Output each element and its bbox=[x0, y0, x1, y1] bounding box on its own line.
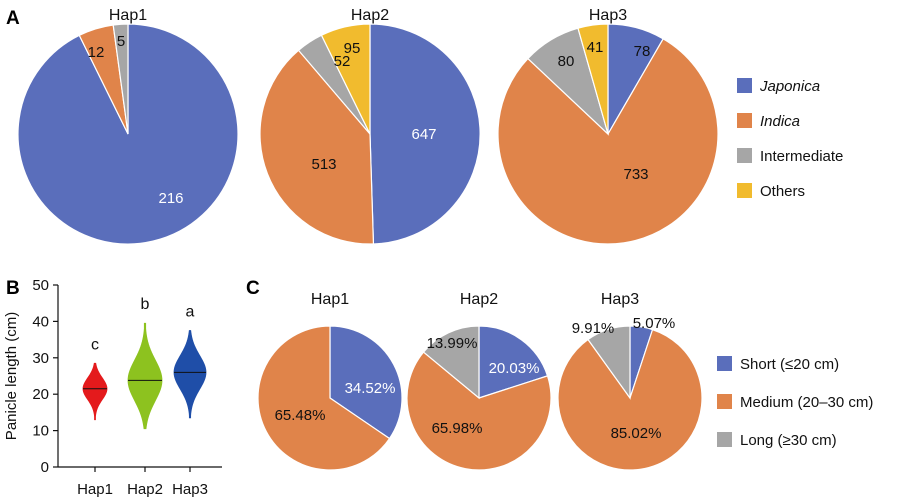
pie-a-3-slice-3 bbox=[577, 23, 609, 135]
pie-a-1-label-2: 5 bbox=[117, 33, 125, 50]
pie-a-2-label-3: 95 bbox=[344, 40, 361, 57]
pie-c-3-label-2: 9.91% bbox=[572, 320, 615, 337]
pie-c-1-slice-1 bbox=[257, 325, 391, 471]
significance-letter-2: b bbox=[141, 296, 150, 313]
pie-c-3: Hap3 5.07% 85.02% 9.91% bbox=[557, 291, 703, 471]
significance-letter-1: c bbox=[91, 336, 99, 353]
pie-a-2-label-1: 513 bbox=[311, 156, 336, 173]
y-tick-label-0: 0 bbox=[41, 459, 49, 476]
legend-c-label-2: Long (≥30 cm) bbox=[740, 432, 837, 449]
pie-c-1-label-1: 65.48% bbox=[275, 407, 326, 424]
panel-a-legend: Japonica Indica Intermediate Others bbox=[737, 78, 843, 200]
pie-a-2-slice-3 bbox=[320, 23, 371, 135]
pie-a-1-slice-2 bbox=[112, 23, 129, 135]
pie-a-3: Hap3 78 733 80 41 bbox=[497, 7, 719, 245]
legend-a-label-0: Japonica bbox=[759, 78, 820, 95]
pie-c-2-title: Hap2 bbox=[460, 291, 498, 308]
y-axis-title: Panicle length (cm) bbox=[3, 312, 20, 440]
legend-a-swatch-3 bbox=[737, 183, 752, 198]
x-tick-label-1: Hap2 bbox=[127, 481, 163, 498]
pie-a-3-label-0: 78 bbox=[634, 43, 651, 60]
pie-c-1: Hap1 34.52% 65.48% bbox=[257, 291, 403, 471]
panel-b-violin-plot: 0 10 20 30 40 50 Panicle length (cm) Hap1 c Hap2 b… bbox=[3, 277, 222, 498]
pie-a-1-title: Hap1 bbox=[109, 7, 147, 24]
legend-a-swatch-2 bbox=[737, 148, 752, 163]
pie-c-3-label-1: 85.02% bbox=[611, 425, 662, 442]
y-tick-label-3: 30 bbox=[32, 350, 49, 367]
pie-a-3-label-3: 41 bbox=[587, 39, 604, 56]
x-tick-label-0: Hap1 bbox=[77, 481, 113, 498]
pie-c-1-slice-0 bbox=[329, 325, 403, 440]
pie-c-2-slice-1 bbox=[406, 351, 552, 471]
panel-label-b: B bbox=[6, 278, 20, 299]
legend-c-swatch-1 bbox=[717, 394, 732, 409]
pie-a-1-label-0: 216 bbox=[158, 190, 183, 207]
panel-label-a: A bbox=[6, 8, 20, 29]
pie-c-3-slice-1 bbox=[557, 328, 703, 471]
pie-a-2-title: Hap2 bbox=[351, 7, 389, 24]
pie-a-2-label-0: 647 bbox=[411, 126, 436, 143]
pie-a-2-slice-0 bbox=[369, 23, 481, 245]
legend-a-label-1: Indica bbox=[760, 113, 800, 130]
legend-c-swatch-0 bbox=[717, 356, 732, 371]
pie-a-3-label-1: 733 bbox=[623, 166, 648, 183]
pie-c-3-label-0: 5.07% bbox=[633, 315, 676, 332]
panel-label-c: C bbox=[246, 278, 260, 299]
pie-a-1-label-1: 12 bbox=[88, 44, 105, 61]
pie-c-1-title: Hap1 bbox=[311, 291, 349, 308]
pie-c-2-label-0: 20.03% bbox=[489, 360, 540, 377]
pie-c-2-slice-2 bbox=[422, 325, 480, 400]
pie-a-3-slice-1 bbox=[497, 38, 719, 245]
y-tick-label-5: 50 bbox=[32, 277, 49, 294]
y-tick-label-2: 20 bbox=[32, 386, 49, 403]
pie-c-3-title: Hap3 bbox=[601, 291, 639, 308]
pie-a-3-title: Hap3 bbox=[589, 7, 627, 24]
pie-a-1: Hap1 216 12 5 bbox=[17, 7, 239, 245]
legend-c-label-1: Medium (20–30 cm) bbox=[740, 394, 873, 411]
legend-a-swatch-1 bbox=[737, 113, 752, 128]
y-tick-label-4: 40 bbox=[32, 313, 49, 330]
legend-a-label-3: Others bbox=[760, 183, 805, 200]
panel-c-legend: Short (≤20 cm) Medium (20–30 cm) Long (≥30… bbox=[717, 356, 873, 449]
x-tick-label-2: Hap3 bbox=[172, 481, 208, 498]
pie-c-1-label-0: 34.52% bbox=[345, 380, 396, 397]
violin-3 bbox=[173, 330, 207, 419]
pie-c-2-slice-0 bbox=[478, 325, 549, 399]
pie-c-3-slice-2 bbox=[587, 325, 631, 400]
violin-2 bbox=[127, 322, 163, 430]
legend-a-label-2: Intermediate bbox=[760, 148, 843, 165]
pie-c-2: Hap2 20.03% 65.98% 13.99% bbox=[406, 291, 552, 471]
significance-letter-3: a bbox=[186, 304, 195, 321]
pie-a-3-label-2: 80 bbox=[558, 53, 575, 70]
y-tick-label-1: 10 bbox=[32, 423, 49, 440]
legend-c-label-0: Short (≤20 cm) bbox=[740, 356, 839, 373]
panel-c-pies: Hap134.52%65.48%Hap220.03%65.98%13.99%Ha… bbox=[257, 291, 703, 471]
pie-a-2-slice-1 bbox=[259, 49, 375, 245]
legend-a-swatch-0 bbox=[737, 78, 752, 93]
pie-c-2-label-2: 13.99% bbox=[427, 335, 478, 352]
legend-c-swatch-2 bbox=[717, 432, 732, 447]
pie-a-2-label-2: 52 bbox=[334, 53, 351, 70]
pie-c-2-label-1: 65.98% bbox=[432, 420, 483, 437]
violin-1 bbox=[82, 362, 108, 421]
